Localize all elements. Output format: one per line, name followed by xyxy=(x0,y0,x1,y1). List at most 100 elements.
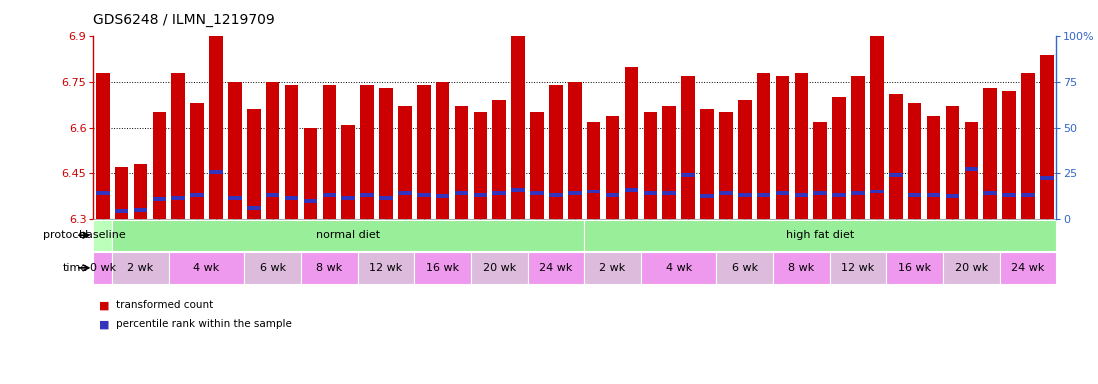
Bar xyxy=(927,116,940,219)
Bar xyxy=(999,252,1056,283)
Bar xyxy=(417,85,430,219)
Text: baseline: baseline xyxy=(79,230,126,240)
Bar xyxy=(358,252,414,283)
Bar xyxy=(945,106,960,219)
Bar xyxy=(266,82,280,219)
Bar xyxy=(379,88,393,219)
Text: normal diet: normal diet xyxy=(316,230,380,240)
Bar xyxy=(284,195,299,200)
Bar xyxy=(360,85,374,219)
Bar xyxy=(549,193,562,197)
Bar xyxy=(795,73,808,219)
Text: 12 wk: 12 wk xyxy=(369,263,403,273)
Bar xyxy=(775,191,789,195)
Bar xyxy=(96,73,110,219)
Bar xyxy=(153,113,166,219)
Bar xyxy=(247,206,260,210)
Bar xyxy=(323,85,336,219)
Text: 2 wk: 2 wk xyxy=(600,263,626,273)
Bar xyxy=(625,67,638,219)
Text: 20 wk: 20 wk xyxy=(483,263,516,273)
Bar xyxy=(568,82,582,219)
Bar xyxy=(719,113,732,219)
Bar xyxy=(757,73,771,219)
Bar xyxy=(964,167,978,171)
Bar xyxy=(360,193,374,197)
Bar xyxy=(134,208,147,212)
Bar xyxy=(210,170,223,174)
Bar xyxy=(471,252,528,283)
Bar xyxy=(584,220,1056,251)
Bar xyxy=(228,82,242,219)
Bar xyxy=(153,197,166,201)
Bar xyxy=(399,106,412,219)
Bar xyxy=(93,252,112,283)
Bar xyxy=(323,193,336,197)
Text: 16 wk: 16 wk xyxy=(898,263,931,273)
Bar xyxy=(643,191,657,195)
Text: 8 wk: 8 wk xyxy=(788,263,815,273)
Bar xyxy=(171,73,186,219)
Bar xyxy=(414,252,471,283)
Bar xyxy=(738,100,751,219)
Text: protocol: protocol xyxy=(43,230,88,240)
Bar xyxy=(945,194,960,198)
Bar xyxy=(301,252,358,283)
Bar xyxy=(886,252,943,283)
Bar xyxy=(757,193,771,197)
Bar xyxy=(169,252,245,283)
Bar xyxy=(210,36,223,219)
Text: 20 wk: 20 wk xyxy=(954,263,988,273)
Bar xyxy=(984,191,997,195)
Text: time: time xyxy=(63,263,88,273)
Bar xyxy=(830,252,886,283)
Text: percentile rank within the sample: percentile rank within the sample xyxy=(116,319,292,329)
Bar xyxy=(93,220,112,251)
Text: ■: ■ xyxy=(99,300,110,310)
Text: high fat diet: high fat diet xyxy=(786,230,854,240)
Bar xyxy=(568,191,582,195)
Bar xyxy=(304,199,317,203)
Bar xyxy=(436,82,449,219)
Bar xyxy=(379,195,393,200)
Bar xyxy=(814,122,827,219)
Text: 16 wk: 16 wk xyxy=(426,263,459,273)
Bar xyxy=(641,252,716,283)
Bar xyxy=(908,103,921,219)
Text: 8 wk: 8 wk xyxy=(316,263,343,273)
Bar xyxy=(530,191,544,195)
Bar xyxy=(115,167,128,219)
Bar xyxy=(134,164,147,219)
Bar xyxy=(417,193,430,197)
Text: 6 wk: 6 wk xyxy=(731,263,758,273)
Bar xyxy=(493,100,506,219)
Bar xyxy=(832,97,845,219)
Bar xyxy=(773,252,830,283)
Bar xyxy=(549,85,562,219)
Bar xyxy=(1040,176,1054,180)
Bar xyxy=(701,109,714,219)
Bar xyxy=(341,195,355,200)
Text: 0 wk: 0 wk xyxy=(90,263,115,273)
Bar xyxy=(889,94,903,219)
Bar xyxy=(399,191,412,195)
Bar xyxy=(304,127,317,219)
Bar xyxy=(701,194,714,198)
Bar xyxy=(681,173,695,177)
Bar xyxy=(266,193,280,197)
Bar xyxy=(927,193,940,197)
Bar xyxy=(964,122,978,219)
Text: 24 wk: 24 wk xyxy=(539,263,573,273)
Bar xyxy=(625,188,638,192)
Bar xyxy=(587,122,601,219)
Bar xyxy=(719,191,732,195)
Text: 24 wk: 24 wk xyxy=(1011,263,1044,273)
Bar xyxy=(245,252,301,283)
Bar xyxy=(530,113,544,219)
Bar xyxy=(1021,193,1034,197)
Bar xyxy=(1021,73,1034,219)
Bar xyxy=(587,190,601,194)
Bar xyxy=(455,191,469,195)
Text: 4 wk: 4 wk xyxy=(193,263,220,273)
Bar xyxy=(606,116,619,219)
